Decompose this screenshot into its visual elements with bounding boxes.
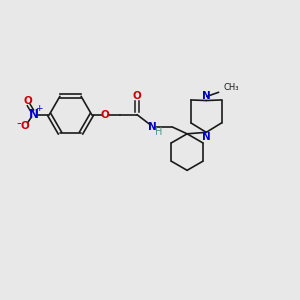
Text: O: O xyxy=(133,92,141,101)
Text: N: N xyxy=(202,132,211,142)
Text: O: O xyxy=(24,96,32,106)
Text: H: H xyxy=(155,127,163,137)
Text: N: N xyxy=(148,122,157,132)
Text: -: - xyxy=(16,117,21,130)
Text: O: O xyxy=(100,110,109,120)
Text: +: + xyxy=(35,104,42,113)
Text: N: N xyxy=(202,91,211,101)
Text: O: O xyxy=(20,121,29,131)
Text: N: N xyxy=(29,108,39,121)
Text: CH₃: CH₃ xyxy=(223,83,239,92)
